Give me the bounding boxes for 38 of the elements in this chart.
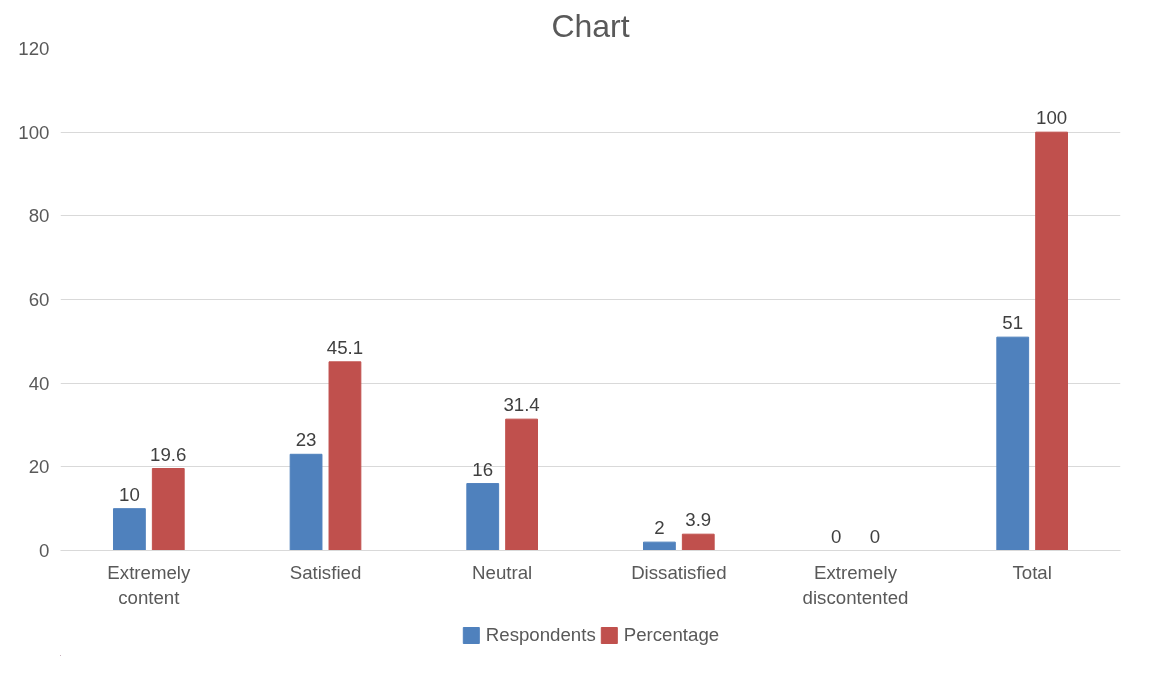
- x-tick-label: Dissatisfied: [631, 561, 727, 583]
- bar: [643, 541, 676, 551]
- bar: [996, 336, 1030, 551]
- data-label: 19.6: [150, 443, 187, 465]
- y-tick-label: 120: [18, 38, 50, 59]
- legend-label: Respondents: [485, 624, 596, 646]
- y-tick-label: 0: [39, 540, 50, 561]
- x-tick-label: Extremely discontented: [802, 561, 909, 608]
- data-label: 23: [295, 429, 317, 451]
- data-label: 31.4: [503, 394, 540, 416]
- data-label: 51: [1002, 312, 1024, 334]
- y-tick-label: 40: [28, 372, 50, 394]
- bar: [681, 533, 715, 551]
- legend-label: Percentage: [623, 624, 720, 646]
- data-label: 0: [830, 525, 842, 547]
- x-tick-label: Extremely content: [107, 561, 191, 608]
- bar: [289, 453, 323, 551]
- data-label: 0: [869, 525, 881, 547]
- bar: [113, 508, 146, 551]
- data-label: 45.1: [326, 336, 364, 358]
- y-tick-label: 100: [18, 121, 50, 143]
- bar: [1035, 131, 1068, 551]
- data-label: 16: [472, 458, 494, 480]
- x-tick-label: Total: [1012, 561, 1052, 583]
- bar: [466, 483, 500, 551]
- data-label: 2: [654, 517, 665, 539]
- bar: [151, 468, 185, 551]
- bar: [328, 361, 362, 551]
- x-tick-label: Neutral: [472, 561, 533, 583]
- bar: [505, 418, 538, 551]
- y-tick-label: 20: [28, 456, 50, 478]
- data-label: 100: [1036, 107, 1068, 129]
- data-label: 10: [119, 483, 140, 505]
- y-tick-label: 60: [28, 289, 50, 310]
- y-tick-label: 80: [28, 205, 50, 227]
- chart-title: Chart: [551, 7, 630, 44]
- x-tick-label: Satisfied: [289, 561, 362, 583]
- data-label: 3.9: [685, 509, 712, 531]
